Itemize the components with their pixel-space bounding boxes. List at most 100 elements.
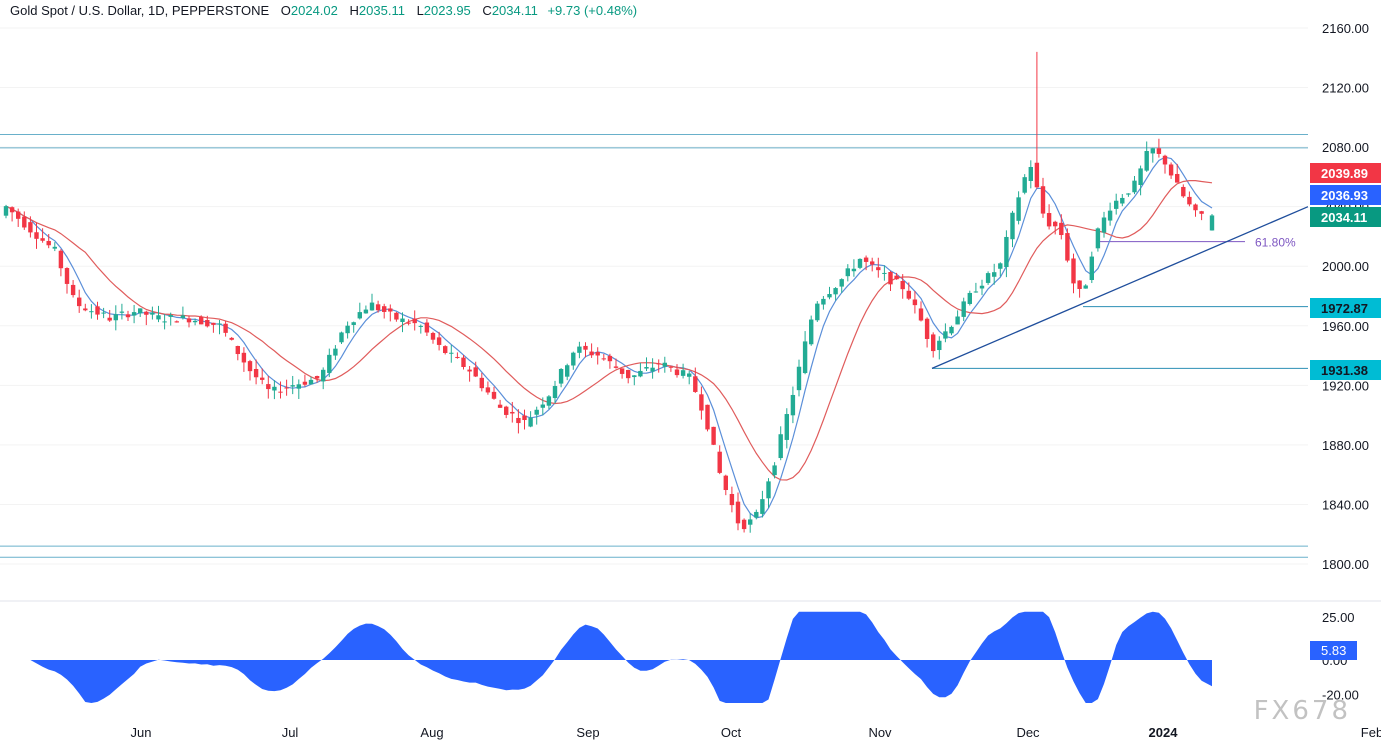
candle-body: [1059, 222, 1064, 236]
candle-body: [790, 394, 796, 416]
candle-body: [626, 369, 631, 379]
price-tick-label: 2000.00: [1322, 259, 1369, 274]
candle-body: [607, 355, 613, 362]
osc-tick-label: 25.00: [1322, 610, 1355, 625]
candle-body: [723, 475, 728, 491]
candle-body: [363, 309, 369, 314]
close-label: C: [482, 3, 492, 18]
candle-body: [955, 316, 960, 325]
candle-body: [1071, 258, 1076, 284]
candle-body: [693, 376, 698, 392]
candle-body: [565, 365, 570, 377]
candle-body: [400, 318, 405, 323]
candle-body: [333, 348, 338, 356]
candle-body: [125, 314, 131, 318]
candle-body: [345, 325, 350, 334]
osc-value-text: 5.83: [1321, 643, 1346, 658]
candle-body: [1034, 162, 1040, 188]
candle-body: [382, 306, 387, 312]
candle-body: [888, 272, 893, 285]
candle-body: [1138, 168, 1143, 185]
candle-body: [619, 368, 625, 374]
candle-body: [131, 312, 137, 316]
candle-body: [613, 366, 619, 368]
candle-body: [168, 315, 173, 317]
time-tick-label: Sep: [576, 725, 599, 740]
candle-body: [9, 207, 15, 213]
change-value: +9.73 (+0.48%): [547, 3, 638, 18]
candle-body: [1168, 164, 1174, 176]
candle-body: [412, 318, 417, 324]
candle-body: [1120, 197, 1125, 204]
candle-body: [174, 321, 179, 323]
candle-body: [388, 308, 393, 312]
candle-body: [882, 272, 887, 274]
candle-body: [1132, 180, 1137, 193]
candle-body: [473, 367, 478, 377]
candle-body: [357, 312, 362, 319]
price-tick-label: 1880.00: [1322, 438, 1369, 453]
candle-body: [870, 261, 875, 265]
watermark-logo: FX678: [1253, 696, 1351, 726]
candle-body: [540, 404, 545, 408]
candle-body: [223, 323, 228, 333]
candle-body: [1004, 236, 1009, 268]
candle-body: [290, 385, 295, 387]
candle-body: [595, 352, 600, 356]
candle-body: [809, 319, 814, 345]
candle-body: [1077, 280, 1082, 289]
candle-body: [1150, 148, 1155, 154]
price-label-box: [1310, 185, 1381, 205]
candle-body: [1022, 177, 1027, 193]
candle-body: [180, 315, 186, 319]
candle-body: [680, 370, 686, 376]
candle-body: [339, 332, 344, 343]
time-tick-label: Dec: [1016, 725, 1040, 740]
candle-body: [449, 352, 454, 354]
candle-body: [729, 493, 735, 506]
candle-body: [1010, 212, 1015, 240]
candle-body: [16, 211, 21, 219]
candle-body: [784, 414, 789, 440]
candle-body: [1053, 221, 1058, 227]
price-tick-label: 1800.00: [1322, 557, 1369, 572]
candle-body: [260, 377, 265, 380]
candle-body: [644, 367, 649, 369]
candle-body: [894, 275, 899, 280]
candle-body: [28, 222, 33, 233]
candle-body: [1083, 285, 1088, 289]
slow-moving-average: [5, 180, 1213, 481]
candle-body: [1126, 193, 1131, 195]
candle-body: [199, 317, 204, 325]
candle-body: [3, 206, 9, 216]
candle-body: [241, 352, 247, 363]
candle-body: [485, 387, 491, 393]
candle-body: [302, 381, 308, 385]
candle-body: [491, 391, 497, 399]
candle-body: [577, 346, 582, 353]
candle-body: [162, 321, 167, 323]
oscillator-area: [6, 611, 1212, 703]
candle-body: [113, 314, 118, 321]
candle-body: [522, 415, 527, 421]
candle-body: [827, 294, 832, 298]
candle-body: [247, 361, 253, 372]
candle-body: [1065, 233, 1070, 261]
candle-body: [1187, 196, 1192, 205]
osc-value-box: [1310, 641, 1357, 660]
candle-body: [735, 501, 741, 524]
candle-body: [571, 352, 576, 366]
open-label: O: [280, 3, 291, 18]
price-label-text: 2036.93: [1321, 188, 1368, 203]
time-tick-label: Jul: [282, 725, 299, 740]
candle-body: [754, 511, 759, 518]
candle-body: [34, 232, 39, 239]
price-tick-label: 1920.00: [1322, 378, 1369, 393]
candle-body: [235, 345, 240, 355]
candle-body: [1181, 186, 1186, 197]
candle-body: [253, 368, 259, 378]
fast-moving-average: [5, 156, 1213, 519]
candle-body: [992, 272, 997, 277]
price-tick-label: 1840.00: [1322, 497, 1369, 512]
candle-body: [70, 284, 76, 296]
